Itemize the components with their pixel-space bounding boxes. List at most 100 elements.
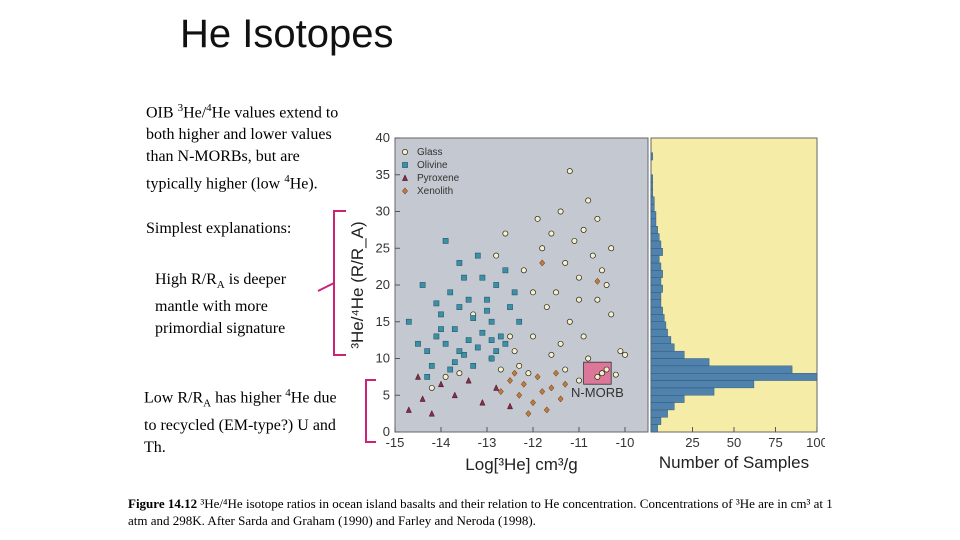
glass-point	[456, 370, 463, 377]
para1-sup-b: 4	[206, 102, 212, 114]
olivine-point	[456, 348, 463, 355]
histogram-bar	[650, 284, 663, 293]
para4-sup: 4	[285, 387, 291, 399]
pyroxene-point	[438, 380, 444, 388]
histogram-bar	[650, 358, 710, 367]
histogram-bar	[650, 292, 662, 300]
glass-point	[442, 373, 449, 380]
histogram-bar	[650, 196, 655, 205]
histogram-bar	[650, 402, 675, 411]
glass-point	[530, 333, 536, 340]
olivine-point	[461, 274, 467, 281]
glass-point	[428, 384, 435, 391]
para1-text-d: He).	[289, 175, 318, 193]
histogram-bar	[650, 174, 653, 183]
caption-text: ³He/⁴He isotope ratios in ocean island b…	[128, 496, 833, 528]
glass-point	[566, 318, 573, 325]
glass-point	[543, 304, 550, 310]
glass-point	[603, 366, 610, 373]
x-tick-label: -14	[432, 435, 451, 450]
olivine-point	[438, 311, 444, 318]
olivine-point	[484, 307, 490, 314]
pyroxene-point	[402, 174, 408, 181]
glass-point	[603, 282, 610, 288]
pyroxene-point	[465, 376, 472, 384]
xenolith-point	[543, 406, 550, 414]
xenolith-point	[548, 384, 555, 392]
legend-label: Olivine	[417, 160, 448, 171]
glass-point	[612, 371, 619, 378]
olivine-point	[456, 304, 463, 310]
glass-point	[557, 208, 564, 215]
pyroxene-point	[419, 395, 426, 402]
xenolith-point	[402, 187, 408, 195]
xenolith-point	[553, 369, 559, 377]
paragraph-low-ra: Low R/RA has higher 4He due to recycled …	[144, 382, 349, 459]
olivine-point	[507, 304, 513, 310]
xenolith-point	[497, 388, 504, 396]
x-tick-label: -15	[386, 435, 405, 450]
olivine-point	[447, 366, 454, 373]
histogram-bar	[650, 203, 655, 212]
figure-caption: Figure 14.12 ³He/⁴He isotope ratios in o…	[128, 495, 848, 529]
histogram-bar	[650, 336, 672, 344]
olivine-point	[502, 267, 509, 274]
olivine-point	[465, 296, 472, 303]
olivine-point	[488, 337, 495, 343]
pyroxene-point	[415, 373, 421, 380]
olivine-point	[470, 363, 477, 369]
paragraph-high-ra: High R/RA is deeper mantle with more pri…	[155, 269, 325, 340]
glass-point	[553, 289, 559, 296]
olivine-point	[488, 318, 495, 325]
histogram-bar	[650, 255, 660, 264]
para1-sup-a: 3	[177, 102, 184, 114]
nmorb-annotation: N-MORB	[571, 385, 624, 400]
histogram-bar	[650, 189, 653, 198]
paragraph-explanations: Simplest explanations:	[146, 220, 292, 237]
glass-point	[516, 362, 523, 369]
glass-point	[539, 245, 546, 252]
olivine-point	[419, 282, 426, 288]
para1-sup-c: 4	[284, 173, 290, 186]
para3-text-b: is deeper mantle with more primordial si…	[155, 271, 287, 338]
xenolith-point	[507, 377, 513, 385]
glass-point	[580, 333, 587, 340]
olivine-point	[402, 162, 408, 168]
glass-point	[525, 370, 532, 377]
glass-point	[520, 267, 527, 274]
glass-point	[507, 333, 513, 340]
hist-tick-label: 75	[768, 435, 782, 450]
xenolith-point	[530, 399, 536, 407]
glass-point	[589, 252, 596, 259]
histogram-plot: 25 50 75 100 Number of Samples	[650, 137, 825, 472]
pyroxene-point	[451, 391, 458, 399]
olivine-point	[428, 363, 435, 369]
glass-point	[617, 348, 624, 355]
glass-point	[402, 149, 408, 155]
glass-point	[562, 259, 569, 266]
hist-tick-label: 25	[685, 435, 699, 450]
para4-sub: A	[203, 397, 212, 410]
olivine-point	[405, 318, 412, 325]
histogram-bar	[650, 248, 663, 256]
x-tick-label: -12	[524, 435, 543, 450]
x-tick-label: -13	[478, 435, 497, 450]
xenolith-point	[511, 369, 518, 377]
glass-point	[571, 237, 578, 244]
olivine-point	[479, 274, 486, 281]
glass-point	[502, 230, 509, 237]
hist-axis-label: Number of Samples	[659, 453, 809, 472]
olivine-point	[465, 337, 472, 343]
para1-text-a: OIB	[146, 104, 178, 122]
nmorb-box	[583, 361, 612, 385]
pyroxene-point	[507, 402, 513, 410]
para4-text-b: has higher	[211, 389, 286, 407]
histogram-bar	[650, 328, 668, 337]
glass-point	[608, 245, 615, 252]
y-tick-label: 5	[383, 387, 390, 402]
olivine-point	[447, 289, 454, 296]
legend-label: Glass	[417, 147, 443, 158]
histogram-bar	[650, 365, 793, 374]
glass-point	[497, 366, 504, 373]
y-tick-label: 40	[376, 130, 390, 145]
